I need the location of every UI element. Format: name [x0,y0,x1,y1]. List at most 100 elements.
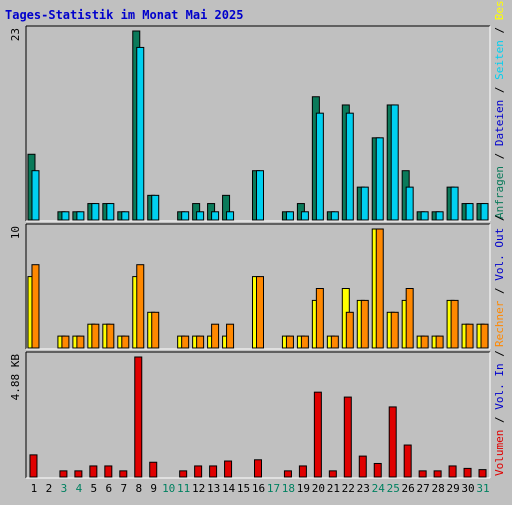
x-tick-label-10: 10 [162,482,175,495]
bar-dateien-29 [450,186,459,221]
bar-volumen-13 [209,465,218,478]
y-max-label: 4.88 KB [9,354,22,401]
bar-rechner-24 [375,228,384,349]
bar-volumen-29 [448,465,457,478]
bar-volumen-4 [74,470,83,478]
legend-entry: Seiten [493,40,506,80]
chart-panels: 23 Anfragen / Dateien / Seiten / Besuche 1… [9,0,506,479]
bar-dateien-3 [61,211,70,221]
x-tick-label-21: 21 [327,482,340,495]
bar-volumen-21 [328,470,337,478]
bar-dateien-13 [211,211,220,221]
bar-dateien-27 [420,211,429,221]
x-tick-label-20: 20 [312,482,325,495]
bar-dateien-1 [31,170,40,221]
bar-rechner-30 [465,323,474,349]
panel-middle: 10 Rechner / Vol. Out / [9,215,506,350]
bar-volumen-26 [403,444,412,478]
bar-dateien-25 [390,104,399,221]
bar-rechner-23 [360,299,369,349]
x-tick-label-23: 23 [357,482,370,495]
bar-dateien-5 [91,203,100,221]
legend-entry: Anfragen [493,166,506,219]
bar-dateien-16 [256,170,264,221]
x-tick-label-14: 14 [222,482,236,495]
bar-rechner-20 [315,288,324,349]
bar-volumen-11 [179,470,188,478]
bar-volumen-28 [433,470,442,478]
legend-entry: / [493,146,506,166]
x-tick-label-29: 29 [446,482,459,495]
bar-rechner-29 [450,299,459,349]
x-tick-label-19: 19 [297,482,310,495]
bar-rechner-14 [226,323,235,349]
x-tick-label-1: 1 [31,482,38,495]
bar-dateien-21 [330,211,339,221]
bar-rechner-4 [76,335,85,349]
y-max-label: 23 [9,28,22,41]
x-tick-label-6: 6 [106,482,113,495]
bar-dateien-19 [300,211,309,221]
x-tick-label-12: 12 [192,482,205,495]
bar-rechner-18 [285,335,294,349]
bar-dateien-8 [136,46,145,221]
x-tick-label-30: 30 [461,482,474,495]
x-tick-label-2: 2 [46,482,53,495]
bar-dateien-12 [196,211,205,221]
bar-rechner-28 [435,335,444,349]
x-tick-label-16: 16 [252,482,265,495]
bar-rechner-11 [181,335,190,349]
bar-dateien-4 [76,211,85,221]
legend-entry: Besuche [493,0,506,20]
bar-dateien-24 [375,137,384,221]
bar-rechner-22 [345,311,354,349]
legend-entry: / [493,80,506,100]
bar-dateien-23 [360,186,369,221]
bar-rechner-13 [211,323,220,349]
bar-rechner-8 [136,264,145,349]
bar-volumen-23 [358,455,367,478]
x-tick-label-13: 13 [207,482,220,495]
x-tick-label-15: 15 [237,482,250,495]
x-axis-labels: 1 2 3 4 5 6 7 8 9 10 11 12 13 14 15 16 17 18 19 20 21 22 23 24 2… [31,482,490,495]
x-tick-label-18: 18 [282,482,295,495]
bar-volumen-9 [149,461,158,478]
bar-dateien-7 [121,211,130,221]
legend-entry: Vol. Out [493,228,506,281]
legend-entry: Dateien [493,100,506,146]
legend-entry: / [493,215,506,228]
bar-dateien-20 [315,112,324,221]
legend-entry: Vol. In [493,363,506,409]
x-tick-label-4: 4 [76,482,83,495]
panel-top: 23 Anfragen / Dateien / Seiten / Besuche [9,0,506,222]
x-tick-label-28: 28 [431,482,444,495]
bar-rechner-9 [151,311,160,349]
bar-rechner-19 [300,335,309,349]
panel-bottom: 4.88 KB Volumen / Vol. In / [9,350,506,479]
right-legend: Volumen / Vol. In / [493,350,506,476]
bar-rechner-6 [106,323,115,349]
bar-rechner-31 [480,323,489,349]
bar-volumen-1 [29,454,38,478]
bar-rechner-5 [91,323,100,349]
bar-volumen-8 [134,356,143,478]
bar-volumen-6 [104,465,113,478]
bar-dateien-11 [181,211,190,221]
bar-dateien-30 [465,203,474,221]
bar-volumen-30 [463,467,472,478]
x-tick-label-24: 24 [372,482,386,495]
x-tick-label-17: 17 [267,482,280,495]
plot-area [26,352,490,478]
bar-dateien-28 [435,211,444,221]
x-tick-label-3: 3 [61,482,68,495]
bar-volumen-18 [283,470,292,478]
bar-rechner-21 [330,335,339,349]
chart-title: Tages-Statistik im Monat Mai 2025 [5,8,243,22]
bar-dateien-18 [285,211,294,221]
legend-entry: Volumen [493,430,506,476]
bar-rechner-3 [61,335,70,349]
x-tick-label-9: 9 [150,482,157,495]
bar-rechner-1 [31,264,40,349]
